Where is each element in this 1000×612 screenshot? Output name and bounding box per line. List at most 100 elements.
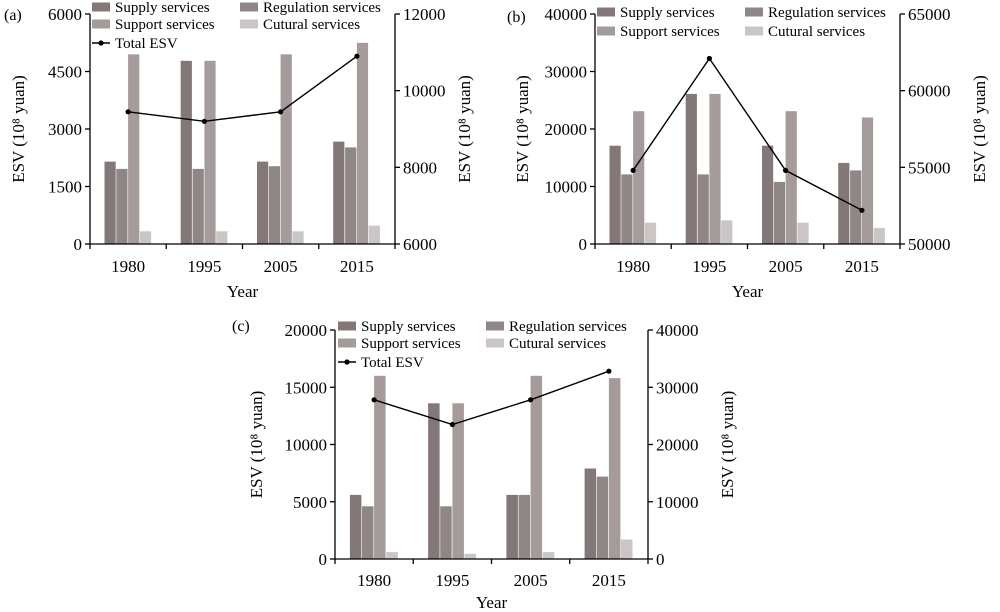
bar-support-1980: [374, 375, 386, 559]
point-total-esv-1980: [125, 109, 131, 115]
y-tick-label-left: 10000: [545, 178, 588, 197]
bar-support-1995: [204, 60, 216, 244]
bar-cultural-2015: [873, 227, 885, 244]
panel-label: (a): [4, 7, 22, 24]
x-tick-label: 1980: [111, 257, 145, 276]
bar-supply-2005: [257, 161, 269, 244]
y-axis-title-left: ESV (10⁸ yuan): [9, 75, 28, 183]
y-tick-label-left: 20000: [285, 321, 328, 340]
bar-regulation-1980: [116, 168, 128, 244]
y-tick-label-right: 40000: [656, 321, 699, 340]
bar-support-2005: [530, 375, 543, 559]
bar-supply-2005: [762, 145, 774, 244]
bar-supply-1980: [609, 145, 621, 244]
y-tick-label-right: 12000: [403, 5, 446, 24]
x-tick-label: 1995: [692, 257, 726, 276]
y-tick-label-left: 5000: [293, 493, 327, 512]
chart-panel-2: 0 10000 20000 30000 40000 50000 55000 60000 6500…: [507, 5, 989, 301]
x-tick-label: 2005: [264, 257, 298, 276]
y-axis-title-right: ESV (10⁸ yuan): [718, 391, 737, 499]
bar-regulation-2005: [518, 494, 530, 559]
y-tick-label-right: 30000: [656, 378, 699, 397]
legend-label-supply: Supply services: [620, 5, 715, 21]
y-tick-label-left: 15000: [285, 378, 328, 397]
legend-label-support: Support services: [115, 17, 215, 33]
legend-swatch-cultural: [486, 338, 504, 348]
legend-swatch-supply: [92, 2, 110, 12]
legend-label-total_line: Total ESV: [115, 36, 178, 52]
legend-label-supply: Supply services: [361, 319, 456, 335]
legend-swatch-support: [338, 338, 356, 348]
bar-regulation-2005: [773, 181, 785, 244]
bar-cultural-1980: [139, 231, 152, 244]
legend-swatch-support: [92, 19, 110, 29]
bar-supply-1995: [180, 60, 192, 244]
point-total-esv-2005: [278, 109, 284, 115]
series-line-total-esv: [632, 57, 863, 211]
bar-supply-2015: [838, 162, 850, 244]
bar-regulation-1980: [621, 174, 633, 244]
y-tick-label-left: 0: [74, 235, 83, 254]
x-axis-title: Year: [227, 282, 259, 301]
bar-cultural-2005: [542, 552, 555, 559]
y-tick-label-left: 0: [319, 550, 328, 569]
bar-cultural-2005: [797, 222, 809, 244]
bar-support-2005: [785, 111, 797, 244]
bar-regulation-1995: [192, 168, 204, 244]
point-total-esv-2015: [606, 368, 612, 374]
y-tick-label-left: 20000: [545, 120, 588, 139]
legend-swatch-cultural: [745, 26, 763, 36]
x-tick-label: 1980: [616, 257, 650, 276]
x-tick-label: 1995: [435, 571, 469, 590]
y-tick-label-right: 65000: [908, 5, 951, 24]
bar-regulation-2005: [268, 166, 280, 244]
bar-regulation-1980: [362, 506, 374, 559]
y-tick-label-left: 4500: [48, 63, 82, 82]
bar-regulation-2015: [345, 147, 357, 244]
bar-cultural-1980: [644, 222, 657, 244]
y-tick-label-left: 1500: [48, 178, 82, 197]
legend-label-cultural: Cutural services: [263, 17, 360, 33]
legend-marker-total-esv: [344, 359, 350, 365]
legend-marker-total-esv: [98, 40, 104, 46]
y-tick-label-right: 20000: [656, 436, 699, 455]
x-tick-label: 2015: [845, 257, 879, 276]
chart-panel-1: 0 1500 3000 4500 6000 6000 8000 10000 12000 1980 1…: [4, 0, 474, 301]
y-tick-label-left: 0: [579, 235, 588, 254]
y-tick-label-right: 55000: [908, 158, 951, 177]
y-tick-label-right: 10000: [403, 82, 446, 101]
y-tick-label-left: 3000: [48, 120, 82, 139]
y-tick-label-left: 6000: [48, 5, 82, 24]
y-tick-label-right: 8000: [403, 158, 437, 177]
point-total-esv-2005: [783, 167, 789, 173]
bar-support-2015: [861, 117, 874, 244]
y-axis-title-right: ESV (10⁸ yuan): [970, 75, 989, 183]
legend-swatch-cultural: [240, 19, 258, 29]
legend-label-total_line: Total ESV: [361, 355, 424, 371]
x-tick-label: 2015: [592, 571, 626, 590]
x-tick-label: 2015: [340, 257, 374, 276]
y-tick-label-left: 10000: [285, 436, 328, 455]
legend-label-supply: Supply services: [115, 0, 210, 16]
legend-label-regulation: Regulation services: [263, 0, 381, 16]
bar-cultural-2015: [368, 225, 380, 244]
bar-regulation-1995: [440, 506, 452, 559]
bar-supply-2015: [333, 141, 345, 244]
legend-swatch-support: [597, 26, 615, 36]
bar-cultural-1995: [464, 553, 476, 559]
point-total-esv-2015: [354, 53, 360, 59]
bar-cultural-1995: [216, 231, 228, 244]
bar-support-1995: [452, 403, 464, 559]
point-total-esv-1995: [449, 421, 455, 428]
bar-supply-1980: [104, 161, 116, 244]
x-tick-label: 1980: [357, 571, 391, 590]
point-total-esv-1995: [706, 55, 713, 62]
y-tick-label-right: 60000: [908, 82, 951, 101]
x-tick-label: 2005: [769, 257, 803, 276]
y-axis-title-right: ESV (10⁸ yuan): [455, 75, 474, 183]
y-tick-label-right: 0: [656, 550, 665, 569]
point-total-esv-1995: [201, 118, 207, 124]
bar-support-1995: [709, 93, 721, 245]
legend-label-regulation: Regulation services: [509, 319, 627, 335]
